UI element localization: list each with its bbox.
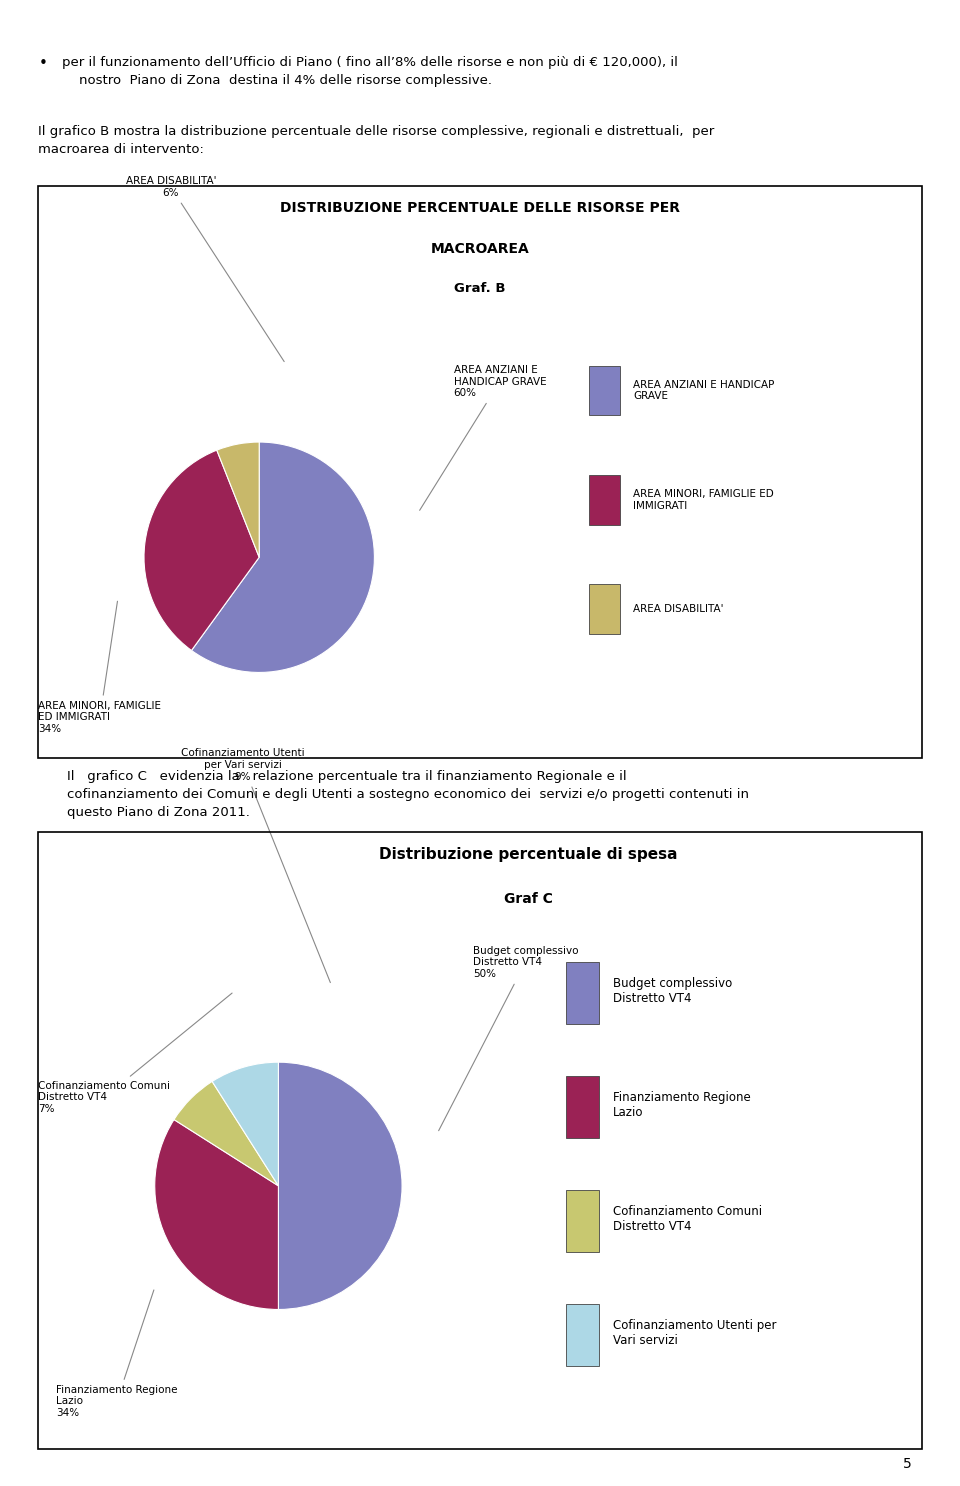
Wedge shape bbox=[155, 1119, 278, 1309]
Text: DISTRIBUZIONE PERCENTUALE DELLE RISORSE PER: DISTRIBUZIONE PERCENTUALE DELLE RISORSE … bbox=[280, 201, 680, 214]
Bar bbox=[566, 1190, 599, 1253]
Bar bbox=[566, 1076, 599, 1138]
Text: Il grafico B mostra la distribuzione percentuale delle risorse complessive, regi: Il grafico B mostra la distribuzione per… bbox=[38, 125, 714, 156]
Text: Cofinanziamento Comuni
Distretto VT4
7%: Cofinanziamento Comuni Distretto VT4 7% bbox=[38, 993, 232, 1114]
Text: AREA MINORI, FAMIGLIE
ED IMMIGRATI
34%: AREA MINORI, FAMIGLIE ED IMMIGRATI 34% bbox=[38, 602, 161, 734]
Bar bbox=[588, 476, 620, 525]
Text: Finanziamento Regione
Lazio
34%: Finanziamento Regione Lazio 34% bbox=[56, 1290, 178, 1418]
Text: Graf C: Graf C bbox=[504, 892, 552, 905]
Text: Il   grafico C   evidenzia la   relazione percentuale tra il finanziamento Regio: Il grafico C evidenzia la relazione perc… bbox=[67, 770, 749, 819]
Text: AREA DISABILITA'
6%: AREA DISABILITA' 6% bbox=[126, 177, 284, 361]
Text: AREA DISABILITA': AREA DISABILITA' bbox=[633, 603, 724, 614]
Text: 5: 5 bbox=[903, 1458, 912, 1471]
Bar bbox=[566, 961, 599, 1024]
Wedge shape bbox=[278, 1062, 402, 1309]
Wedge shape bbox=[174, 1082, 278, 1186]
Text: AREA ANZIANI E HANDICAP
GRAVE: AREA ANZIANI E HANDICAP GRAVE bbox=[633, 380, 775, 401]
Bar bbox=[588, 584, 620, 635]
Text: Budget complessivo
Distretto VT4
50%: Budget complessivo Distretto VT4 50% bbox=[439, 945, 578, 1131]
Text: Finanziamento Regione
Lazio: Finanziamento Regione Lazio bbox=[613, 1091, 751, 1119]
Text: Cofinanziamento Utenti
per Vari servizi
9%: Cofinanziamento Utenti per Vari servizi … bbox=[181, 749, 330, 982]
Wedge shape bbox=[144, 450, 259, 651]
Text: MACROAREA: MACROAREA bbox=[431, 242, 529, 256]
Text: per il funzionamento dell’Ufficio di Piano ( fino all’8% delle risorse e non più: per il funzionamento dell’Ufficio di Pia… bbox=[62, 56, 679, 88]
Text: Budget complessivo
Distretto VT4: Budget complessivo Distretto VT4 bbox=[613, 976, 732, 1005]
Text: AREA MINORI, FAMIGLIE ED
IMMIGRATI: AREA MINORI, FAMIGLIE ED IMMIGRATI bbox=[633, 489, 774, 511]
Text: AREA ANZIANI E
HANDICAP GRAVE
60%: AREA ANZIANI E HANDICAP GRAVE 60% bbox=[420, 366, 546, 510]
Wedge shape bbox=[217, 441, 259, 557]
Text: Distribuzione percentuale di spesa: Distribuzione percentuale di spesa bbox=[379, 847, 677, 862]
Bar bbox=[588, 366, 620, 416]
Text: Cofinanziamento Comuni
Distretto VT4: Cofinanziamento Comuni Distretto VT4 bbox=[613, 1205, 762, 1233]
Text: Graf. B: Graf. B bbox=[454, 282, 506, 296]
Text: Cofinanziamento Utenti per
Vari servizi: Cofinanziamento Utenti per Vari servizi bbox=[613, 1320, 777, 1346]
Wedge shape bbox=[191, 441, 374, 673]
Text: •: • bbox=[38, 56, 47, 71]
Wedge shape bbox=[212, 1062, 278, 1186]
Bar bbox=[566, 1305, 599, 1366]
